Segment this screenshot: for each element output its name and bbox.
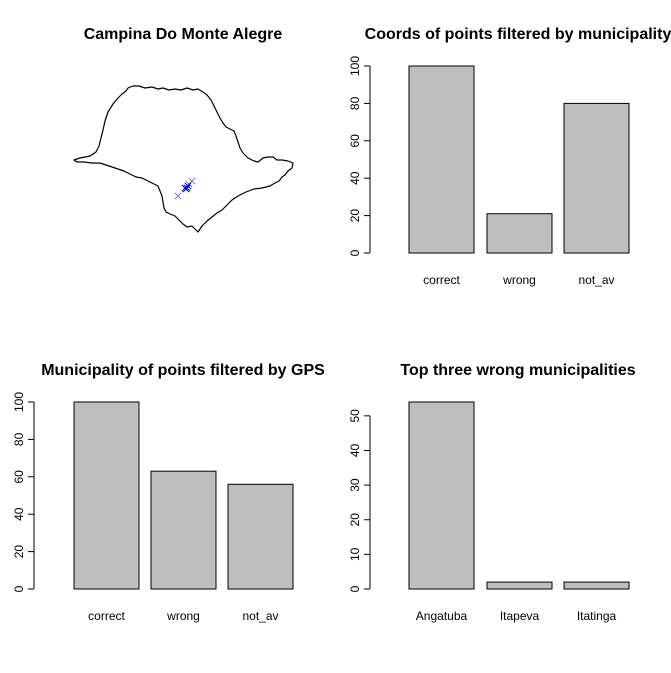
map-title: Campina Do Monte Alegre	[84, 26, 283, 43]
point-marker	[183, 184, 191, 192]
category-label: Angatuba	[416, 609, 468, 623]
category-label: not_av	[242, 609, 278, 623]
bar-panel-municipality: Coords of points filtered by municipalit…	[348, 26, 671, 287]
category-label: wrong	[502, 273, 536, 287]
bar	[227, 483, 294, 590]
category-label: wrong	[166, 609, 200, 623]
y-tick-label: 20	[348, 513, 362, 527]
y-tick-label: 0	[348, 249, 362, 256]
chart-title: Coords of points filtered by municipalit…	[365, 26, 671, 43]
bar	[563, 102, 630, 254]
bar	[408, 401, 475, 590]
y-tick-label: 40	[348, 443, 362, 457]
y-tick-label: 40	[12, 507, 26, 521]
map-panel: Campina Do Monte Alegre	[73, 26, 294, 233]
y-tick-label: 100	[348, 56, 362, 76]
category-label: correct	[423, 273, 460, 287]
y-tick-label: 50	[348, 409, 362, 423]
bar	[150, 470, 217, 590]
y-tick-label: 10	[348, 547, 362, 561]
y-tick-label: 0	[348, 585, 362, 592]
point-marker	[184, 182, 192, 190]
category-label: not_av	[578, 273, 614, 287]
bar	[486, 213, 553, 254]
y-tick-label: 0	[12, 585, 26, 592]
bar-panel-wrong-municipalities: Top three wrong municipalities 0 10 20 30 40 5…	[348, 362, 636, 623]
bar	[563, 581, 630, 590]
bar	[73, 401, 140, 590]
y-tick-label: 20	[12, 545, 26, 559]
category-label: Itapeva	[500, 609, 540, 623]
chart-title: Municipality of points filtered by GPS	[41, 362, 325, 379]
y-tick-label: 80	[348, 96, 362, 110]
point-marker	[181, 184, 189, 192]
bar	[486, 581, 553, 590]
state-outline	[73, 85, 294, 233]
point-marker	[174, 192, 182, 200]
y-tick-label: 20	[348, 209, 362, 223]
y-tick-label: 100	[12, 392, 26, 412]
y-tick-label: 60	[12, 470, 26, 484]
y-tick-label: 40	[348, 171, 362, 185]
bar	[408, 65, 475, 254]
y-tick-label: 60	[348, 134, 362, 148]
y-tick-label: 80	[12, 432, 26, 446]
chart-title: Top three wrong municipalities	[400, 362, 635, 379]
category-label: correct	[88, 609, 125, 623]
bar-panel-gps: Municipality of points filtered by GPS 0 2…	[12, 362, 325, 623]
points-group	[174, 177, 196, 200]
category-label: Itatinga	[577, 609, 617, 623]
y-tick-label: 30	[348, 478, 362, 492]
